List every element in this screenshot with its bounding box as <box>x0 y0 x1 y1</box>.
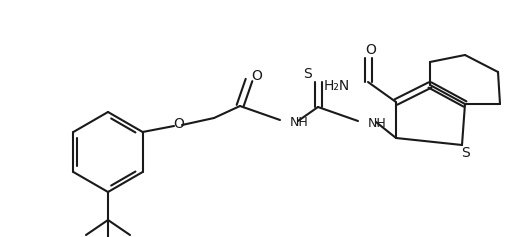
Text: S: S <box>462 146 471 160</box>
Text: NH: NH <box>368 117 387 129</box>
Text: H₂N: H₂N <box>324 79 350 93</box>
Text: O: O <box>252 69 262 83</box>
Text: O: O <box>173 117 184 131</box>
Text: NH: NH <box>290 115 309 128</box>
Text: S: S <box>304 67 312 81</box>
Text: O: O <box>366 43 376 57</box>
